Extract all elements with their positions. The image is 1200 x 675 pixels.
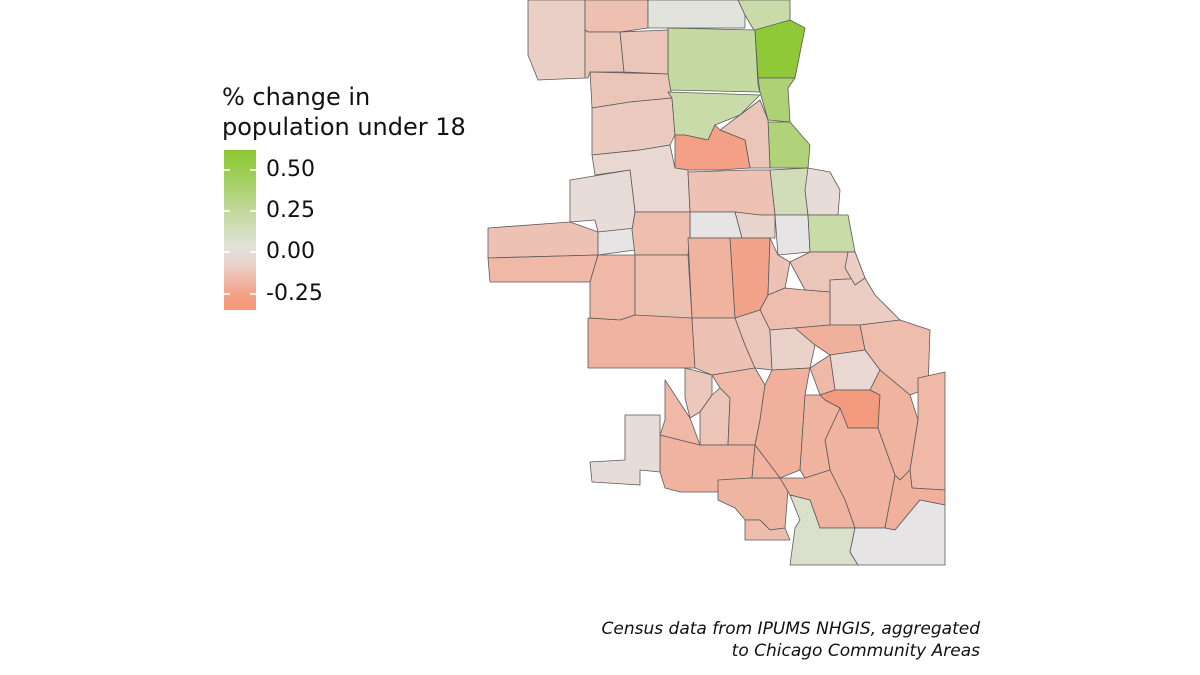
- legend-label: -0.25: [266, 280, 323, 306]
- community-area: [767, 121, 811, 169]
- community-area: [589, 414, 661, 486]
- legend-label: 0.25: [266, 198, 315, 224]
- community-area: [849, 499, 946, 566]
- legend-label: 0.00: [266, 239, 315, 265]
- community-area: [774, 214, 811, 256]
- community-area: [487, 221, 599, 259]
- community-area: [587, 314, 696, 369]
- community-area: [687, 237, 736, 319]
- community-area: [569, 169, 636, 233]
- legend-colorbar-group: 0.50 0.25 0.00 -0.25: [222, 150, 482, 312]
- legend-colorbar: [224, 150, 256, 310]
- community-area: [769, 327, 816, 371]
- community-area: [754, 19, 806, 79]
- legend: % change in population under 18 0.50 0.2…: [222, 82, 482, 312]
- community-area: [751, 444, 781, 479]
- legend-label: 0.50: [266, 156, 315, 182]
- community-area: [647, 0, 746, 29]
- community-area: [804, 167, 841, 216]
- map-regions: [487, 0, 946, 566]
- community-area: [687, 169, 776, 216]
- caption-line-1: Census data from IPUMS NHGIS, aggregated: [601, 619, 980, 639]
- community-area: [799, 394, 841, 479]
- community-area: [619, 29, 669, 75]
- community-area: [584, 0, 649, 33]
- caption-line-2: to Chicago Community Areas: [731, 641, 980, 661]
- legend-title: % change in population under 18: [222, 83, 466, 141]
- source-caption: Census data from IPUMS NHGIS, aggregated…: [602, 618, 980, 662]
- community-area: [807, 214, 856, 253]
- community-area: [589, 254, 636, 321]
- community-area: [659, 379, 701, 446]
- community-area: [734, 211, 776, 239]
- community-area: [487, 254, 599, 283]
- community-area: [527, 0, 586, 81]
- community-area: [759, 287, 831, 331]
- community-area: [631, 211, 691, 256]
- community-area: [584, 29, 625, 79]
- community-area: [809, 354, 836, 396]
- community-area: [689, 211, 743, 239]
- community-area: [597, 227, 636, 256]
- community-area: [769, 167, 811, 216]
- community-area: [634, 254, 693, 319]
- community-area: [767, 237, 791, 296]
- community-area: [744, 519, 791, 541]
- community-area: [829, 277, 901, 326]
- community-area: [667, 27, 761, 93]
- community-area: [844, 251, 866, 286]
